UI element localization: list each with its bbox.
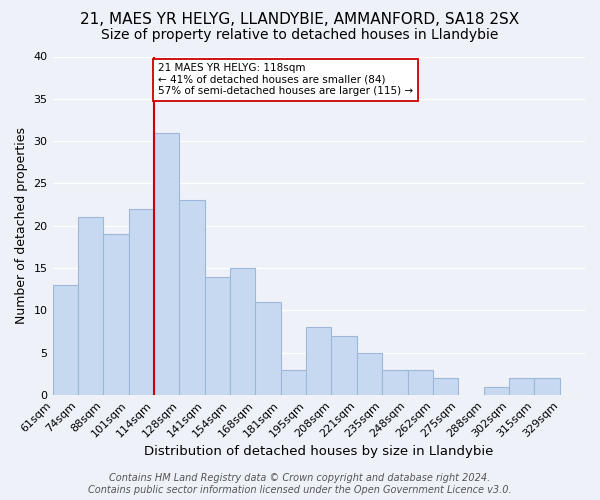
Bar: [205, 276, 230, 395]
Bar: [509, 378, 534, 395]
Bar: [179, 200, 205, 395]
Bar: [407, 370, 433, 395]
Text: 21, MAES YR HELYG, LLANDYBIE, AMMANFORD, SA18 2SX: 21, MAES YR HELYG, LLANDYBIE, AMMANFORD,…: [80, 12, 520, 28]
Bar: [78, 218, 103, 395]
Bar: [534, 378, 560, 395]
Bar: [357, 353, 382, 395]
Y-axis label: Number of detached properties: Number of detached properties: [15, 128, 28, 324]
Bar: [128, 209, 154, 395]
Text: 21 MAES YR HELYG: 118sqm
← 41% of detached houses are smaller (84)
57% of semi-d: 21 MAES YR HELYG: 118sqm ← 41% of detach…: [158, 64, 413, 96]
Bar: [306, 328, 331, 395]
Bar: [230, 268, 256, 395]
Text: Size of property relative to detached houses in Llandybie: Size of property relative to detached ho…: [101, 28, 499, 42]
Bar: [281, 370, 306, 395]
Bar: [382, 370, 407, 395]
Bar: [103, 234, 128, 395]
Bar: [331, 336, 357, 395]
Text: Contains HM Land Registry data © Crown copyright and database right 2024.
Contai: Contains HM Land Registry data © Crown c…: [88, 474, 512, 495]
Bar: [484, 386, 509, 395]
Bar: [433, 378, 458, 395]
X-axis label: Distribution of detached houses by size in Llandybie: Distribution of detached houses by size …: [144, 444, 493, 458]
Bar: [256, 302, 281, 395]
Bar: [53, 285, 78, 395]
Bar: [154, 132, 179, 395]
